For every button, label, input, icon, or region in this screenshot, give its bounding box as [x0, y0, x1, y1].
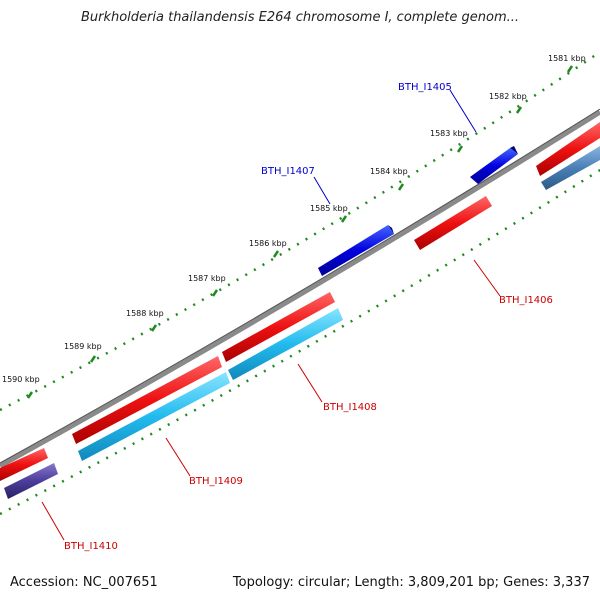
- label-bth-i1405: BTH_I1405: [398, 82, 452, 93]
- gene-labels: BTH_I1405 BTH_I1406 BTH_I1407 BTH_I1408 …: [64, 82, 553, 552]
- label-bth-i1407: BTH_I1407: [261, 166, 315, 177]
- gene-top-right-reverse[interactable]: [541, 146, 600, 190]
- gene-bth-i1406[interactable]: [414, 196, 492, 250]
- label-bth-i1409: BTH_I1409: [189, 476, 243, 487]
- tick-label-1581: 1581 kbp: [548, 54, 586, 63]
- accession-text: Accession: NC_007651: [10, 575, 158, 590]
- label-bth-i1406: BTH_I1406: [499, 295, 553, 306]
- gene-bth-i1410[interactable]: [0, 448, 48, 481]
- outer-tick-scale: [0, 50, 600, 412]
- inner-tick-scale: [0, 168, 600, 516]
- tick-label-1586: 1586 kbp: [249, 239, 287, 248]
- tick-label-1588: 1588 kbp: [126, 309, 164, 318]
- map-title: Burkholderia thailandensis E264 chromoso…: [80, 10, 520, 25]
- gene-bth-i1407[interactable]: [318, 225, 394, 276]
- label-leaders: [41, 89, 501, 541]
- gene-bth-i1408[interactable]: [222, 292, 335, 362]
- chromosome-backbone: [0, 109, 600, 469]
- gene-bth-i1405[interactable]: [470, 146, 518, 184]
- tick-label-1589: 1589 kbp: [64, 342, 102, 351]
- tick-label-1587: 1587 kbp: [188, 274, 226, 283]
- cds-bth-i1409-reverse[interactable]: [78, 372, 230, 461]
- tick-label-1584: 1584 kbp: [370, 167, 408, 176]
- cds-bth-i1408-reverse[interactable]: [228, 308, 343, 380]
- forward-features: [0, 122, 600, 481]
- tick-label-1585: 1585 kbp: [310, 204, 348, 213]
- tick-label-1590: 1590 kbp: [2, 375, 40, 384]
- cds-bth-i1410-reverse[interactable]: [4, 463, 58, 499]
- gene-top-right-forward[interactable]: [536, 122, 600, 176]
- major-ticks: [26, 65, 574, 399]
- label-bth-i1408: BTH_I1408: [323, 402, 377, 413]
- label-bth-i1410: BTH_I1410: [64, 541, 118, 552]
- gene-bth-i1409[interactable]: [72, 356, 222, 444]
- reverse-features: [4, 146, 600, 499]
- tick-label-1583: 1583 kbp: [430, 129, 468, 138]
- kbp-labels: 1581 kbp 1582 kbp 1583 kbp 1584 kbp 1585…: [2, 54, 586, 384]
- tick-label-1582: 1582 kbp: [489, 92, 527, 101]
- genome-summary-text: Topology: circular; Length: 3,809,201 bp…: [232, 575, 590, 590]
